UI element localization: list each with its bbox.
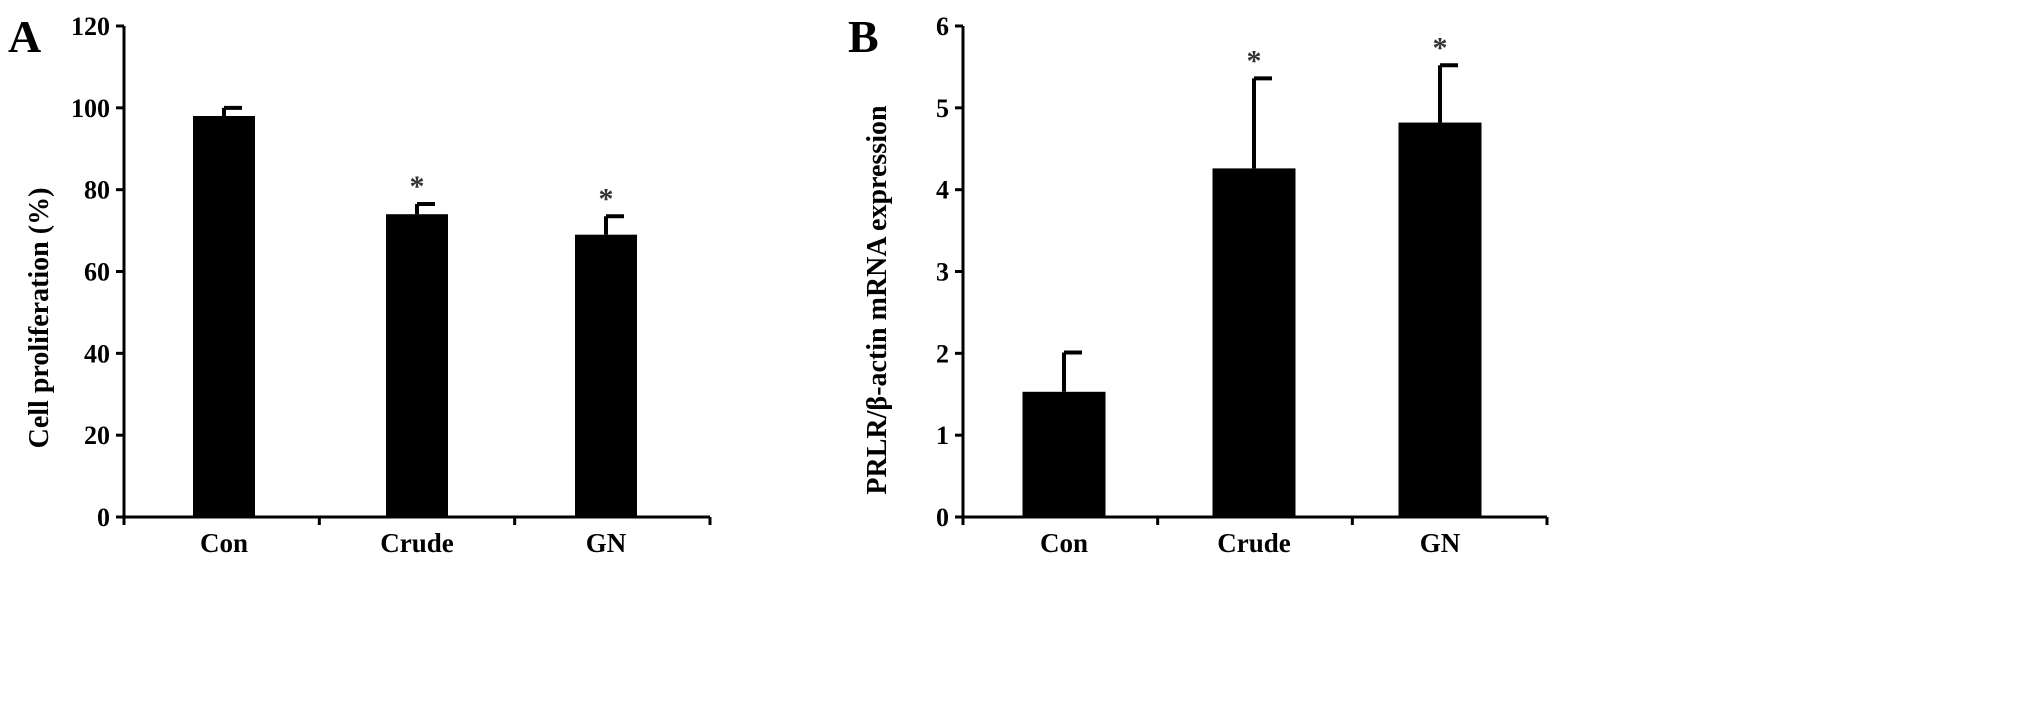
- y-tick-label: 60: [84, 258, 110, 287]
- bar: [193, 116, 255, 518]
- panel-b: B PRLR/β-actin mRNA expression * * 012345…: [848, 11, 1549, 558]
- y-tick-label: 2: [936, 339, 949, 368]
- x-tick-labels: Con Crude GN: [200, 528, 627, 558]
- y-tick-label: 1: [936, 421, 949, 450]
- bar: [386, 214, 448, 517]
- significance-marker: *: [599, 182, 614, 215]
- y-tick-label: 3: [936, 258, 949, 287]
- bars: * *: [193, 105, 637, 518]
- y-tick-label: 0: [936, 503, 949, 532]
- y-tick-label: 20: [84, 421, 110, 450]
- y-ticks: 0 1 2 3 4 5 6: [936, 12, 963, 532]
- x-tick-label: GN: [1420, 528, 1461, 558]
- bar: [1022, 391, 1106, 517]
- y-axis-label: PRLR/β-actin mRNA expression: [862, 105, 893, 495]
- panel-a: A Cell proliferation (%) * * 020406080100…: [8, 11, 712, 558]
- significance-marker: *: [1433, 31, 1448, 64]
- y-tick-label: 6: [936, 12, 949, 41]
- bars: * *: [1022, 31, 1482, 518]
- bar: [1398, 122, 1482, 518]
- significance-marker: *: [410, 170, 425, 203]
- y-tick-label: 5: [936, 94, 949, 123]
- y-tick-label: 40: [84, 339, 110, 368]
- panel-label: B: [848, 11, 879, 62]
- x-tick-label: GN: [586, 528, 627, 558]
- y-axis-label: Cell proliferation (%): [24, 188, 55, 449]
- significance-marker: *: [1247, 44, 1262, 77]
- y-tick-label: 80: [84, 176, 110, 205]
- x-tick-label: Con: [1040, 528, 1088, 558]
- x-tick-label: Crude: [1217, 528, 1291, 558]
- x-tick-label: Crude: [380, 528, 454, 558]
- y-tick-label: 4: [936, 176, 949, 205]
- panel-label: A: [8, 11, 41, 62]
- x-tick-labels: Con Crude GN: [1040, 528, 1461, 558]
- bar: [1212, 168, 1296, 517]
- y-tick-label: 0: [97, 503, 110, 532]
- y-tick-label: 100: [71, 94, 110, 123]
- bar: [575, 234, 637, 518]
- y-tick-label: 120: [71, 12, 110, 41]
- x-tick-label: Con: [200, 528, 248, 558]
- y-ticks: 0 20 40 60 80 100 120: [71, 12, 124, 532]
